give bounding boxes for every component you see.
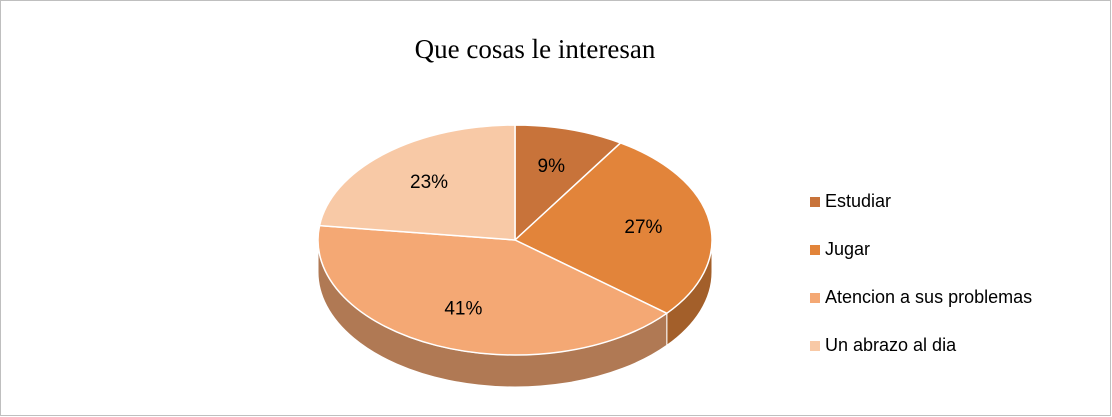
data-label: 9% — [538, 156, 566, 177]
data-label: 41% — [444, 299, 482, 320]
legend-label: Jugar — [825, 239, 870, 259]
pie-slice — [317, 224, 669, 356]
legend-label: Un abrazo al dia — [825, 335, 957, 355]
pie-slice — [318, 124, 516, 241]
legend-label: Estudiar — [825, 191, 891, 211]
legend-label: Atencion a sus problemas — [825, 287, 1032, 307]
chart-title: Que cosas le interesan — [415, 34, 656, 64]
legend-swatch — [810, 197, 820, 207]
legend-swatch — [810, 341, 820, 351]
data-label: 27% — [624, 217, 662, 238]
data-label: 23% — [410, 172, 448, 193]
legend-swatch — [810, 245, 820, 255]
pie-slice — [513, 142, 713, 315]
pie-slice — [514, 124, 622, 242]
legend-swatch — [810, 293, 820, 303]
